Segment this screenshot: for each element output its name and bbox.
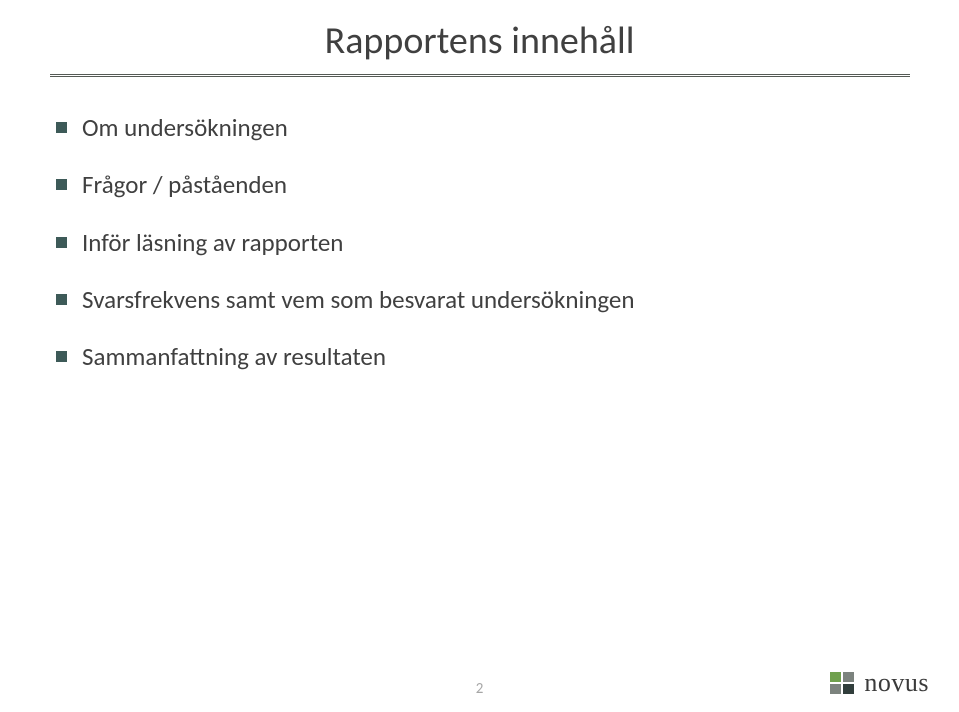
logo: novus [830,668,929,698]
content-area: Om undersökningen Frågor / påståenden In… [56,112,899,398]
list-item: Sammanfattning av resultaten [56,341,899,372]
list-item: Om undersökningen [56,112,899,143]
logo-mark-icon [830,672,856,694]
list-item: Inför läsning av rapporten [56,227,899,258]
page-number: 2 [0,680,959,698]
bullet-list: Om undersökningen Frågor / påståenden In… [56,112,899,372]
title-block: Rapportens innehåll [0,18,959,77]
list-item: Frågor / påståenden [56,169,899,200]
logo-word: novus [864,668,929,698]
list-item: Svarsfrekvens samt vem som besvarat unde… [56,284,899,315]
title-rule [50,74,910,77]
page-title: Rapportens innehåll [0,18,959,70]
slide: Rapportens innehåll Om undersökningen Fr… [0,0,959,712]
